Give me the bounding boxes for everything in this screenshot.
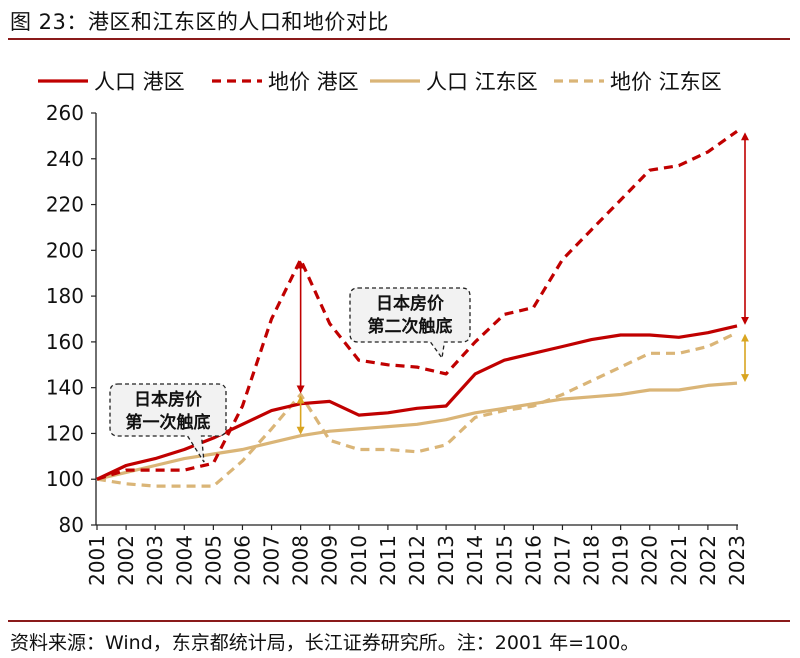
legend-label: 地价 港区 [268,70,359,94]
gap-arrows [296,132,749,435]
y-tick-label: 260 [46,101,84,125]
series-line-1 [96,324,738,481]
x-tick-label: 2013 [434,535,458,586]
y-tick-label: 120 [46,421,84,445]
x-tick-label: 2010 [347,535,371,586]
x-tick-label: 2018 [580,535,604,586]
y-tick-label: 80 [59,513,84,537]
callout-text: 日本房价 [134,389,203,410]
title-rule [8,38,790,40]
x-tick-label: 2019 [609,535,633,586]
y-tick-label: 200 [46,238,84,262]
source-note: 资料来源：Wind，东京都统计局，长江证券研究所。注：2001 年=100。 [10,632,640,654]
legend: 人口 港区 地价 港区 人口 江东区 地价 江东区 [38,70,722,94]
legend-label: 人口 港区 [94,70,185,94]
x-tick-label: 2023 [725,535,749,586]
y-tick-label: 220 [46,193,84,217]
legend-label: 地价 江东区 [610,70,722,94]
x-tick-label: 2009 [318,535,342,586]
x-tick-label: 2020 [638,535,662,586]
series-line-4 [96,331,738,488]
x-tick-label: 2008 [289,535,313,586]
y-tick-label: 160 [46,330,84,354]
series-line-2 [96,129,738,481]
x-tick-label: 2014 [463,535,487,586]
source-rule [8,620,790,622]
x-tick-label: 2001 [85,535,109,586]
y-tick-label: 100 [46,467,84,491]
x-tick-label: 2004 [172,535,196,586]
y-tick-label: 240 [46,147,84,171]
x-tick-label: 2002 [114,535,138,586]
x-tick-label: 2021 [667,535,691,586]
x-tick-label: 2003 [143,535,167,586]
figure-title: 图 23：港区和江东区的人口和地价对比 [10,10,389,34]
y-tick-label: 140 [46,376,84,400]
x-tick-label: 2012 [405,535,429,586]
callout-text: 第一次触底 [126,412,211,433]
callout-box [349,287,471,360]
x-tick-label: 2007 [260,535,284,586]
callout-box [109,383,227,463]
x-tick-label: 2017 [550,535,574,586]
callout-text: 第二次触底 [368,316,453,337]
x-tick-label: 2015 [492,535,516,586]
line-chart: 人口 港区 地价 港区 人口 江东区 地价 江东区 80 100 120 140 160 180… [38,70,749,586]
x-tick-label: 2016 [521,535,545,586]
x-tick-label: 2011 [376,535,400,586]
callout-text: 日本房价 [376,293,445,314]
x-tick-label: 2005 [201,535,225,586]
x-tick-label: 2022 [696,535,720,586]
x-tick-label: 2006 [230,535,254,586]
y-tick-label: 180 [46,284,84,308]
legend-label: 人口 江东区 [426,70,538,94]
